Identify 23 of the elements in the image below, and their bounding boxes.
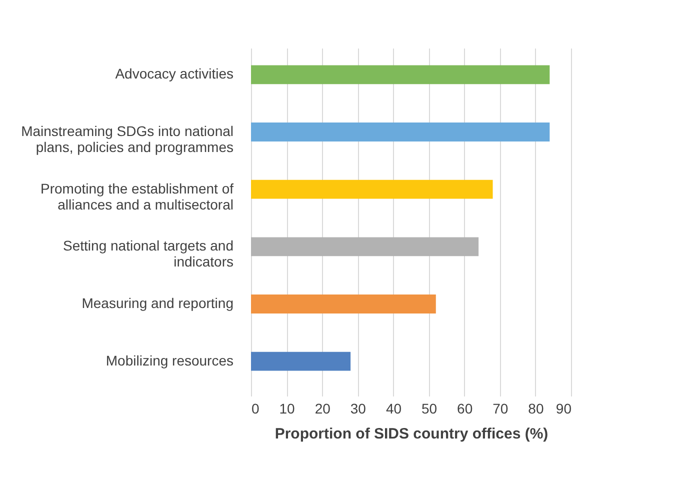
x-tick-label: 10 (279, 400, 296, 416)
x-tick-label: 40 (386, 400, 402, 416)
y-tick-label: Mobilizing resources (106, 352, 234, 368)
x-tick-label: 60 (457, 400, 473, 416)
x-tick-label: 70 (492, 400, 508, 416)
bar (251, 180, 493, 199)
bar (251, 294, 436, 314)
x-tick-label: 90 (556, 400, 572, 416)
bar (251, 237, 479, 256)
y-tick-label: Advocacy activities (115, 66, 234, 82)
y-tick-label: Mainstreaming SDGs into national plans, policies and programmes (21, 122, 234, 155)
x-axis-title: Proportion of SIDS country offices (%) (274, 426, 548, 442)
bar (251, 65, 550, 84)
x-tick-label: 50 (421, 400, 438, 416)
x-tick-label: 80 (528, 400, 544, 416)
y-tick-label: Setting national targets and indicators (63, 238, 234, 270)
y-tick-label: Promoting the establishment of alliances and a multisectoral (40, 180, 234, 212)
x-tick-label: 0 (252, 400, 260, 416)
bar (251, 352, 351, 371)
bar (251, 122, 550, 142)
x-tick-label: 30 (350, 400, 366, 416)
x-tick-label: 20 (314, 400, 331, 416)
y-tick-label: Measuring and reporting (82, 295, 234, 312)
